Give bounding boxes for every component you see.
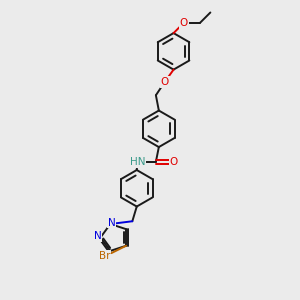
Text: N: N bbox=[94, 231, 101, 241]
Text: O: O bbox=[180, 18, 188, 28]
Text: Br: Br bbox=[99, 251, 111, 261]
Text: HN: HN bbox=[130, 157, 145, 167]
Text: N: N bbox=[108, 218, 116, 227]
Text: O: O bbox=[160, 77, 169, 87]
Text: O: O bbox=[169, 157, 178, 167]
